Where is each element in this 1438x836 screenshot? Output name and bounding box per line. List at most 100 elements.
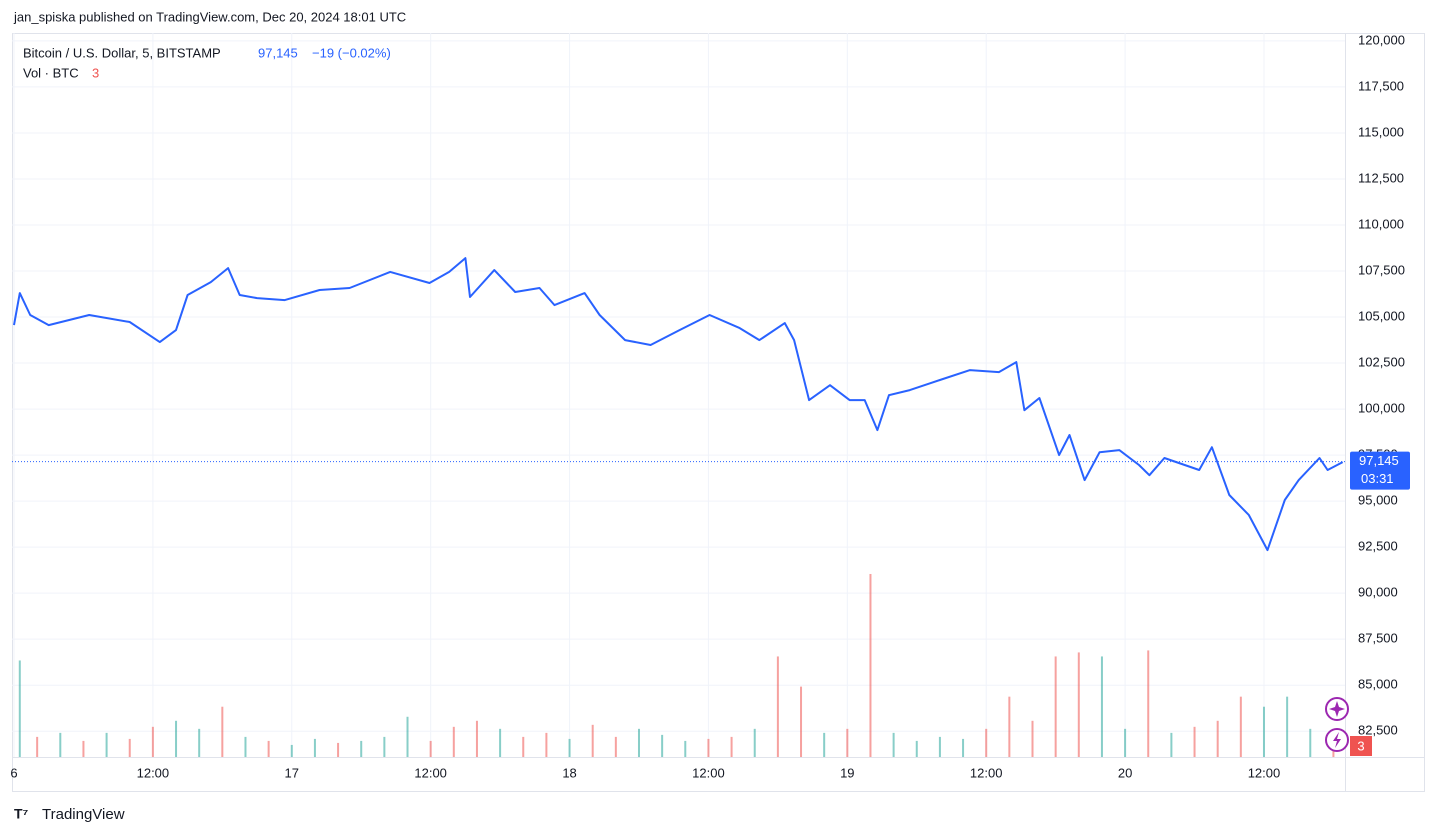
- volume-bar: [475, 720, 478, 757]
- volume-bar: [1239, 696, 1242, 757]
- last-price-label: 97,145: [1359, 453, 1399, 468]
- x-tick-label: 19: [840, 765, 854, 780]
- volume-legend-value: 3: [92, 65, 99, 80]
- volume-bar: [522, 736, 525, 757]
- volume-bar: [1054, 656, 1057, 757]
- volume-bar: [800, 686, 803, 757]
- volume-bar: [36, 736, 39, 757]
- x-tick-label: 12:00: [692, 765, 725, 780]
- last-price-legend: 97,145: [258, 45, 298, 60]
- y-tick-label: 100,000: [1358, 401, 1405, 416]
- volume-bar: [128, 738, 131, 757]
- volume-bar: [753, 728, 756, 757]
- volume-bar: [452, 726, 455, 757]
- y-tick-label: 110,000: [1358, 216, 1404, 231]
- y-tick-label: 117,500: [1358, 78, 1404, 93]
- volume-bar: [1216, 720, 1219, 757]
- volume-bar: [59, 732, 62, 757]
- footer: TradingView: [42, 806, 125, 823]
- volume-bar: [661, 734, 664, 757]
- x-tick-label: 17: [285, 765, 299, 780]
- volume-bar: [1286, 696, 1289, 757]
- x-tick-label: 12:00: [414, 765, 447, 780]
- volume-bar: [1262, 706, 1265, 757]
- icon-bolt[interactable]: [1333, 732, 1341, 748]
- volume-bar: [18, 660, 21, 757]
- volume-bar: [175, 720, 178, 757]
- alert-icon[interactable]: [1325, 728, 1349, 752]
- volume-badge-value: 3: [1357, 738, 1364, 753]
- volume-bar: [869, 573, 872, 757]
- volume-title: Vol · BTC: [23, 65, 79, 80]
- y-tick-label: 90,000: [1358, 585, 1398, 600]
- x-tick-label: 12:00: [1248, 765, 1281, 780]
- volume-bar: [313, 738, 316, 757]
- y-tick-label: 92,500: [1358, 539, 1398, 554]
- volume-bar: [637, 728, 640, 757]
- volume-bar: [1100, 656, 1103, 757]
- y-tick-label: 120,000: [1358, 32, 1405, 47]
- volume-bar: [938, 736, 941, 757]
- y-tick-label: 87,500: [1358, 631, 1398, 646]
- y-tick-label: 95,000: [1358, 493, 1398, 508]
- x-tick-label: 20: [1118, 765, 1132, 780]
- volume-bar: [962, 738, 965, 757]
- volume-bar: [915, 740, 918, 757]
- volume-bar: [1077, 652, 1080, 757]
- volume-bar: [198, 728, 201, 757]
- y-tick-label: 115,000: [1358, 124, 1404, 139]
- volume-bar: [985, 728, 988, 757]
- volume-bar: [151, 726, 154, 757]
- publish-header: jan_spiska published on TradingView.com,…: [13, 9, 406, 24]
- y-tick-label: 112,500: [1358, 170, 1404, 185]
- icon-star[interactable]: [1329, 701, 1345, 717]
- footer-logo: T⁷: [14, 806, 29, 822]
- volume-bar: [568, 738, 571, 757]
- volume-bar: [1193, 726, 1196, 757]
- chart-frame: [12, 33, 1425, 792]
- x-tick-label: 18: [562, 765, 576, 780]
- volume-bar: [1008, 696, 1011, 757]
- axes: 82,50085,00087,50090,00092,50095,00097,5…: [10, 32, 1410, 780]
- price-line: [13, 257, 1344, 552]
- y-tick-label: 85,000: [1358, 677, 1398, 692]
- volume-bar: [221, 706, 224, 757]
- volume-bar: [846, 728, 849, 757]
- volume-bar: [1124, 728, 1127, 757]
- x-tick-label: 6: [10, 765, 17, 780]
- assistant-icon[interactable]: [1325, 697, 1349, 721]
- volume-bar: [614, 736, 617, 757]
- y-tick-label: 82,500: [1358, 723, 1398, 738]
- last-price-tag: [1350, 451, 1410, 490]
- volume-bar: [545, 732, 548, 757]
- x-tick-label: 12:00: [970, 765, 1003, 780]
- volume-bar: [1170, 732, 1173, 757]
- volume-bar: [591, 724, 594, 757]
- volume-bar: [360, 740, 363, 757]
- volume-bar: [290, 744, 293, 757]
- volume-bar: [730, 736, 733, 757]
- grid: [12, 33, 1345, 757]
- volume-bar: [1309, 728, 1312, 757]
- y-tick-label: 102,500: [1358, 354, 1405, 369]
- volume-bar: [267, 740, 270, 757]
- change: −19 (−0.02%): [312, 45, 391, 60]
- volume-bar: [429, 740, 432, 757]
- plot: [12, 257, 1345, 552]
- volume-bar: [337, 742, 340, 757]
- y-tick-label: 107,500: [1358, 262, 1405, 277]
- countdown: 03:31: [1361, 471, 1394, 486]
- volume-bar: [892, 732, 895, 757]
- x-tick-label: 12:00: [137, 765, 170, 780]
- symbol: Bitcoin / U.S. Dollar, 5, BITSTAMP: [23, 45, 221, 60]
- volume-bar: [776, 656, 779, 757]
- volume-bar: [499, 728, 502, 757]
- volume-bar: [82, 740, 85, 757]
- volume-bar: [383, 736, 386, 757]
- volume-bar: [684, 740, 687, 757]
- volume-badge: [1350, 736, 1372, 756]
- volume-bar: [707, 738, 710, 757]
- volume-bar: [244, 736, 247, 757]
- volume: [18, 573, 1335, 757]
